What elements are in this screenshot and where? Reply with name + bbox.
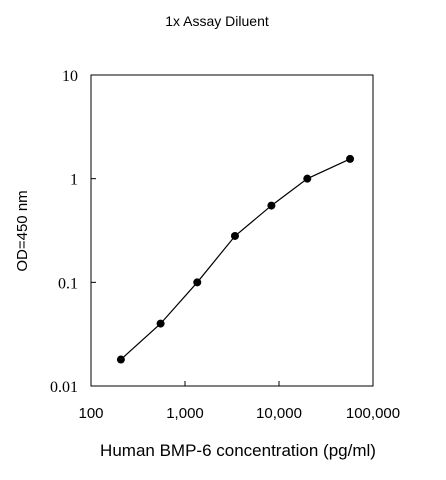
- series-layer: [116, 154, 355, 364]
- series-line: [120, 158, 351, 360]
- data-point: [230, 231, 239, 240]
- data-point: [116, 355, 125, 364]
- plot-frame: [90, 74, 374, 387]
- data-point: [267, 201, 276, 210]
- y-tick-label: 1: [70, 172, 78, 189]
- y-axis-ticks: 0.01 0.1 1 10: [50, 68, 96, 396]
- y-tick-label: 0.1: [58, 275, 78, 292]
- y-axis-label: OD=450 nm: [14, 190, 31, 271]
- data-point: [346, 154, 355, 163]
- x-tick-label: 100: [78, 405, 103, 422]
- x-tick-label: 100,000: [346, 405, 400, 422]
- y-tick-label: 0.01: [50, 379, 78, 396]
- chart-title: 1x Assay Diluent: [165, 13, 269, 29]
- data-point: [303, 174, 312, 183]
- data-point: [193, 278, 202, 287]
- x-tick-label: 1,000: [166, 405, 204, 422]
- y-tick-label: 10: [62, 68, 78, 85]
- x-tick-label: 10,000: [256, 405, 302, 422]
- x-axis-ticks: 100 1,000 10,000 100,000: [78, 381, 400, 422]
- x-axis-label: Human BMP-6 concentration (pg/ml): [100, 441, 376, 460]
- data-point: [156, 319, 165, 328]
